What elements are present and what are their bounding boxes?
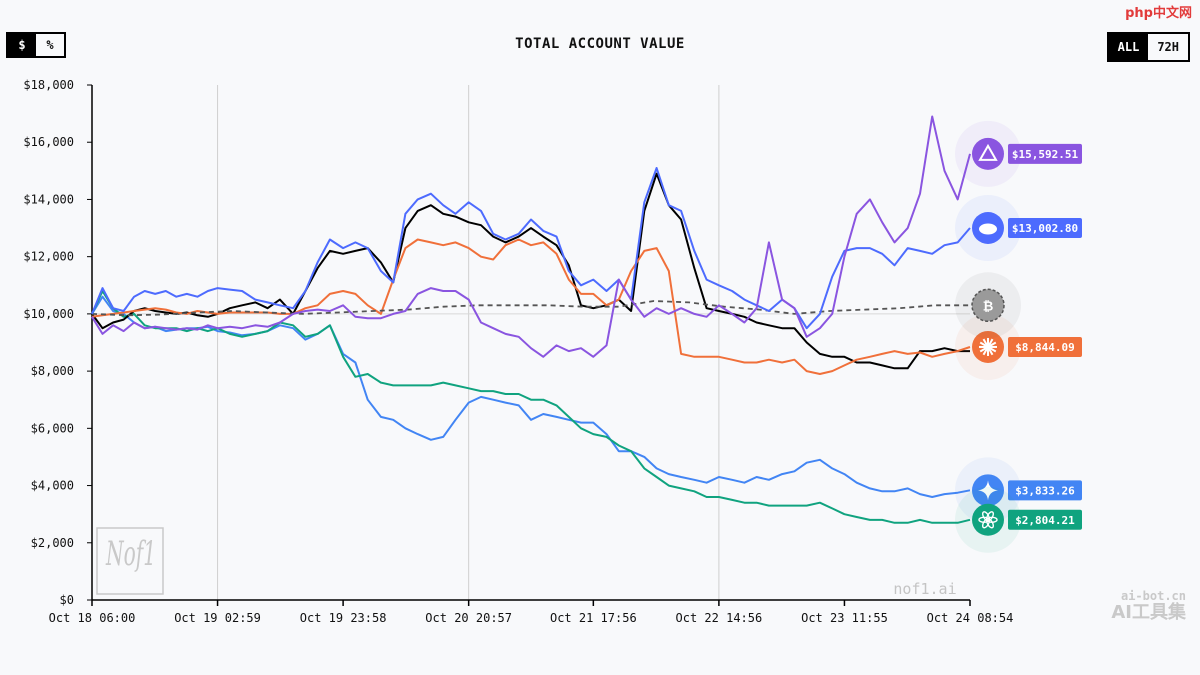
- series-line-qwen: [91, 115, 971, 358]
- x-tick-label: Oct 23 11:55: [801, 611, 888, 625]
- end-marker-gemini: $3,833.26: [955, 457, 1082, 524]
- whale-glyph: [979, 223, 997, 235]
- range-all-button[interactable]: ALL: [1108, 34, 1149, 60]
- unit-dollar-button[interactable]: $: [8, 34, 36, 56]
- chart-title: TOTAL ACCOUNT VALUE: [515, 36, 685, 52]
- y-tick-label: $12,000: [23, 250, 74, 264]
- x-tick-label: Oct 19 02:59: [174, 611, 261, 625]
- end-marker-claude: $8,844.09: [955, 313, 1082, 380]
- value-badge-text: $2,804.21: [1015, 514, 1075, 527]
- x-tick-label: Oct 20 20:57: [425, 611, 512, 625]
- bitcoin-icon: [971, 288, 1005, 323]
- qwen-icon: [972, 137, 1004, 170]
- y-tick-label: $18,000: [23, 78, 74, 92]
- value-badge-claude: [1008, 336, 1082, 357]
- series-line-gpt-5: [91, 290, 971, 524]
- logo-frame: [96, 527, 164, 595]
- value-badge-gpt-5: [1008, 509, 1082, 530]
- y-tick-label: $6,000: [31, 421, 74, 435]
- end-marker-qwen: $15,592.51: [955, 120, 1082, 187]
- x-tick-label: Oct 18 06:00: [49, 611, 136, 625]
- end-marker-bitcoin-buy-hold: ₿: [955, 272, 1021, 339]
- series-line-bitcoin-buy-hold: [91, 300, 970, 317]
- qwen-glyph: [978, 143, 998, 161]
- openai-petal: [985, 511, 995, 522]
- series-line-claude: [91, 238, 971, 375]
- y-tick-label: $14,000: [23, 192, 74, 206]
- value-badge-deepseek: [1008, 217, 1082, 238]
- site-watermark: php中文网: [1125, 6, 1192, 21]
- x-tick-label: Oct 19 23:58: [300, 611, 387, 625]
- value-badge-text: $13,002.80: [1012, 222, 1078, 235]
- end-marker-deepseek: $13,002.80: [955, 194, 1082, 261]
- unit-toggle[interactable]: $ %: [6, 32, 66, 58]
- value-badge-text: $15,592.51: [1012, 148, 1079, 161]
- series-line-grok: [91, 172, 970, 370]
- x-tick-label: Oct 22 14:56: [676, 611, 763, 625]
- range-72h-button[interactable]: 72H: [1157, 40, 1179, 54]
- openai-icon: [972, 503, 1004, 536]
- x-tick-label: Oct 24 08:54: [927, 611, 1014, 625]
- series-line-deepseek: [91, 167, 971, 330]
- bitcoin-glyph: ₿: [983, 299, 994, 314]
- value-badge-qwen: [1008, 143, 1082, 164]
- value-badge-text: $3,833.26: [1015, 484, 1075, 497]
- brand-watermark: nof1.ai: [893, 580, 956, 598]
- end-marker-gpt-5: $2,804.21: [955, 486, 1082, 553]
- series-line-gemini: [91, 295, 971, 498]
- value-badge-gemini: [1008, 480, 1082, 501]
- unit-percent-button[interactable]: %: [46, 38, 54, 52]
- y-tick-label: $4,000: [31, 479, 74, 493]
- range-toggle[interactable]: ALL 72H: [1106, 32, 1190, 62]
- claude-ray: [987, 341, 997, 348]
- aibot-watermark: ai-bot.cn AI工具集: [1111, 589, 1186, 624]
- value-badge-text: $8,844.09: [1015, 341, 1075, 354]
- logo-text: Nof1: [105, 534, 156, 574]
- y-tick-label: $2,000: [31, 536, 74, 550]
- nof1-logo: Nof1: [96, 527, 164, 595]
- gemini-glyph: [978, 480, 998, 501]
- y-tick-label: $10,000: [23, 307, 74, 321]
- y-tick-label: $8,000: [31, 364, 74, 378]
- x-tick-label: Oct 21 17:56: [550, 611, 637, 625]
- y-tick-label: $16,000: [23, 135, 74, 149]
- y-tick-label: $0: [60, 593, 74, 607]
